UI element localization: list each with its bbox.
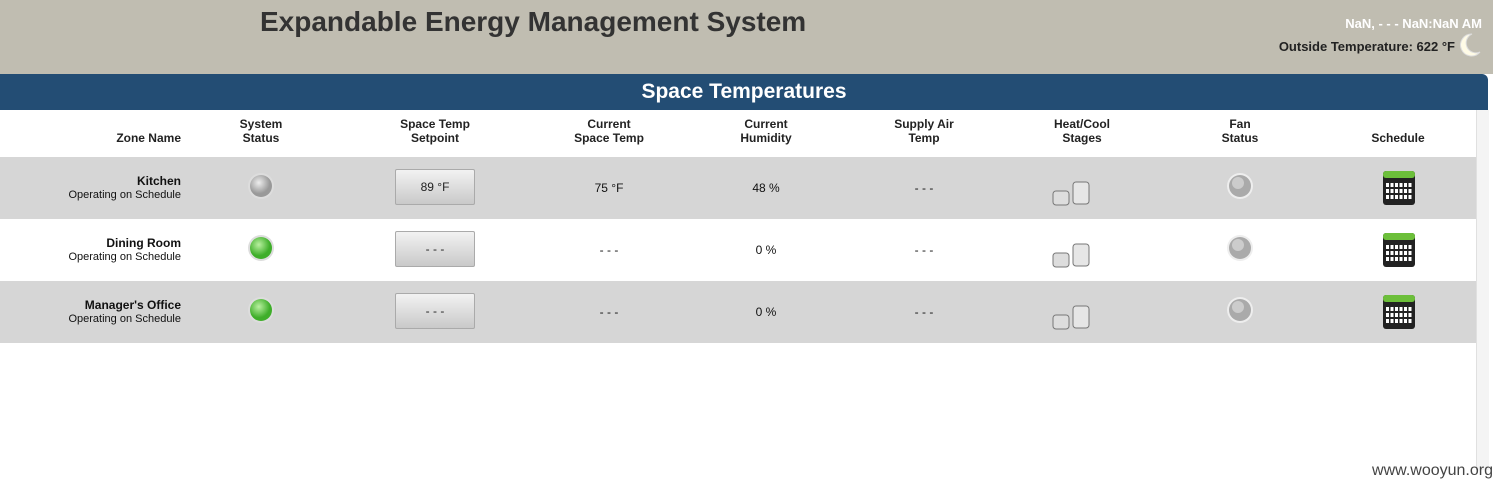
humidity: 0 % xyxy=(755,305,777,319)
column-header: Schedule xyxy=(1371,131,1425,145)
column-header: Heat/Cool xyxy=(1053,117,1110,131)
watermark: www.wooyun.org xyxy=(1372,462,1493,479)
column-header: Space Temp xyxy=(574,131,644,145)
zone-name: Manager's Office xyxy=(84,298,181,312)
column-header: Supply Air xyxy=(894,117,954,131)
stage-indicators xyxy=(1052,181,1090,206)
column-header: Setpoint xyxy=(411,131,459,145)
schedule-button[interactable] xyxy=(1383,295,1415,329)
column-header: Current xyxy=(587,117,631,131)
zone-name: Dining Room xyxy=(106,236,181,250)
space-temp: 75 °F xyxy=(594,181,624,195)
fan-status-light xyxy=(1227,173,1253,199)
column-header: Status xyxy=(1221,131,1259,145)
humidity: 0 % xyxy=(755,243,777,257)
datetime: NaN, - - - NaN:NaN AM xyxy=(1345,16,1482,31)
column-header: Stages xyxy=(1062,131,1102,145)
system-status-light xyxy=(248,297,274,323)
column-header: Fan xyxy=(1229,117,1251,131)
zone-status: Operating on Schedule xyxy=(68,251,181,263)
system-status-light xyxy=(248,173,274,199)
fan-status-light xyxy=(1227,297,1253,323)
schedule-button[interactable] xyxy=(1383,233,1415,267)
stage-indicators xyxy=(1052,243,1090,268)
column-header: Space Temp xyxy=(400,117,470,131)
supply-air: - - - xyxy=(914,181,934,195)
zone-status: Operating on Schedule xyxy=(68,313,181,325)
panel-title: Space Temperatures xyxy=(0,74,1488,110)
supply-air: - - - xyxy=(914,243,934,257)
column-header: Status xyxy=(242,131,280,145)
header xyxy=(0,0,1493,74)
app-title: Expandable Energy Management System xyxy=(260,6,807,37)
column-header: Zone Name xyxy=(116,131,181,145)
column-header: System xyxy=(239,117,283,131)
supply-air: - - - xyxy=(914,305,934,319)
setpoint-button[interactable]: - - - xyxy=(395,231,475,267)
column-header: Current xyxy=(744,117,788,131)
moon-icon xyxy=(1460,33,1481,57)
outside-temperature: Outside Temperature: 622 °F xyxy=(1278,39,1455,54)
humidity: 48 % xyxy=(752,181,780,195)
system-status-light xyxy=(248,235,274,261)
setpoint-button[interactable]: 89 °F xyxy=(395,169,475,205)
stage-indicators xyxy=(1052,305,1090,330)
column-header: Humidity xyxy=(740,131,792,145)
schedule-button[interactable] xyxy=(1383,171,1415,205)
space-temp: - - - xyxy=(599,305,619,319)
setpoint-button[interactable]: - - - xyxy=(395,293,475,329)
fan-status-light xyxy=(1227,235,1253,261)
zone-name: Kitchen xyxy=(136,174,181,188)
space-temp: - - - xyxy=(599,243,619,257)
zone-status: Operating on Schedule xyxy=(68,189,181,201)
column-header: Temp xyxy=(908,131,940,145)
scroll-edge xyxy=(1476,110,1489,470)
